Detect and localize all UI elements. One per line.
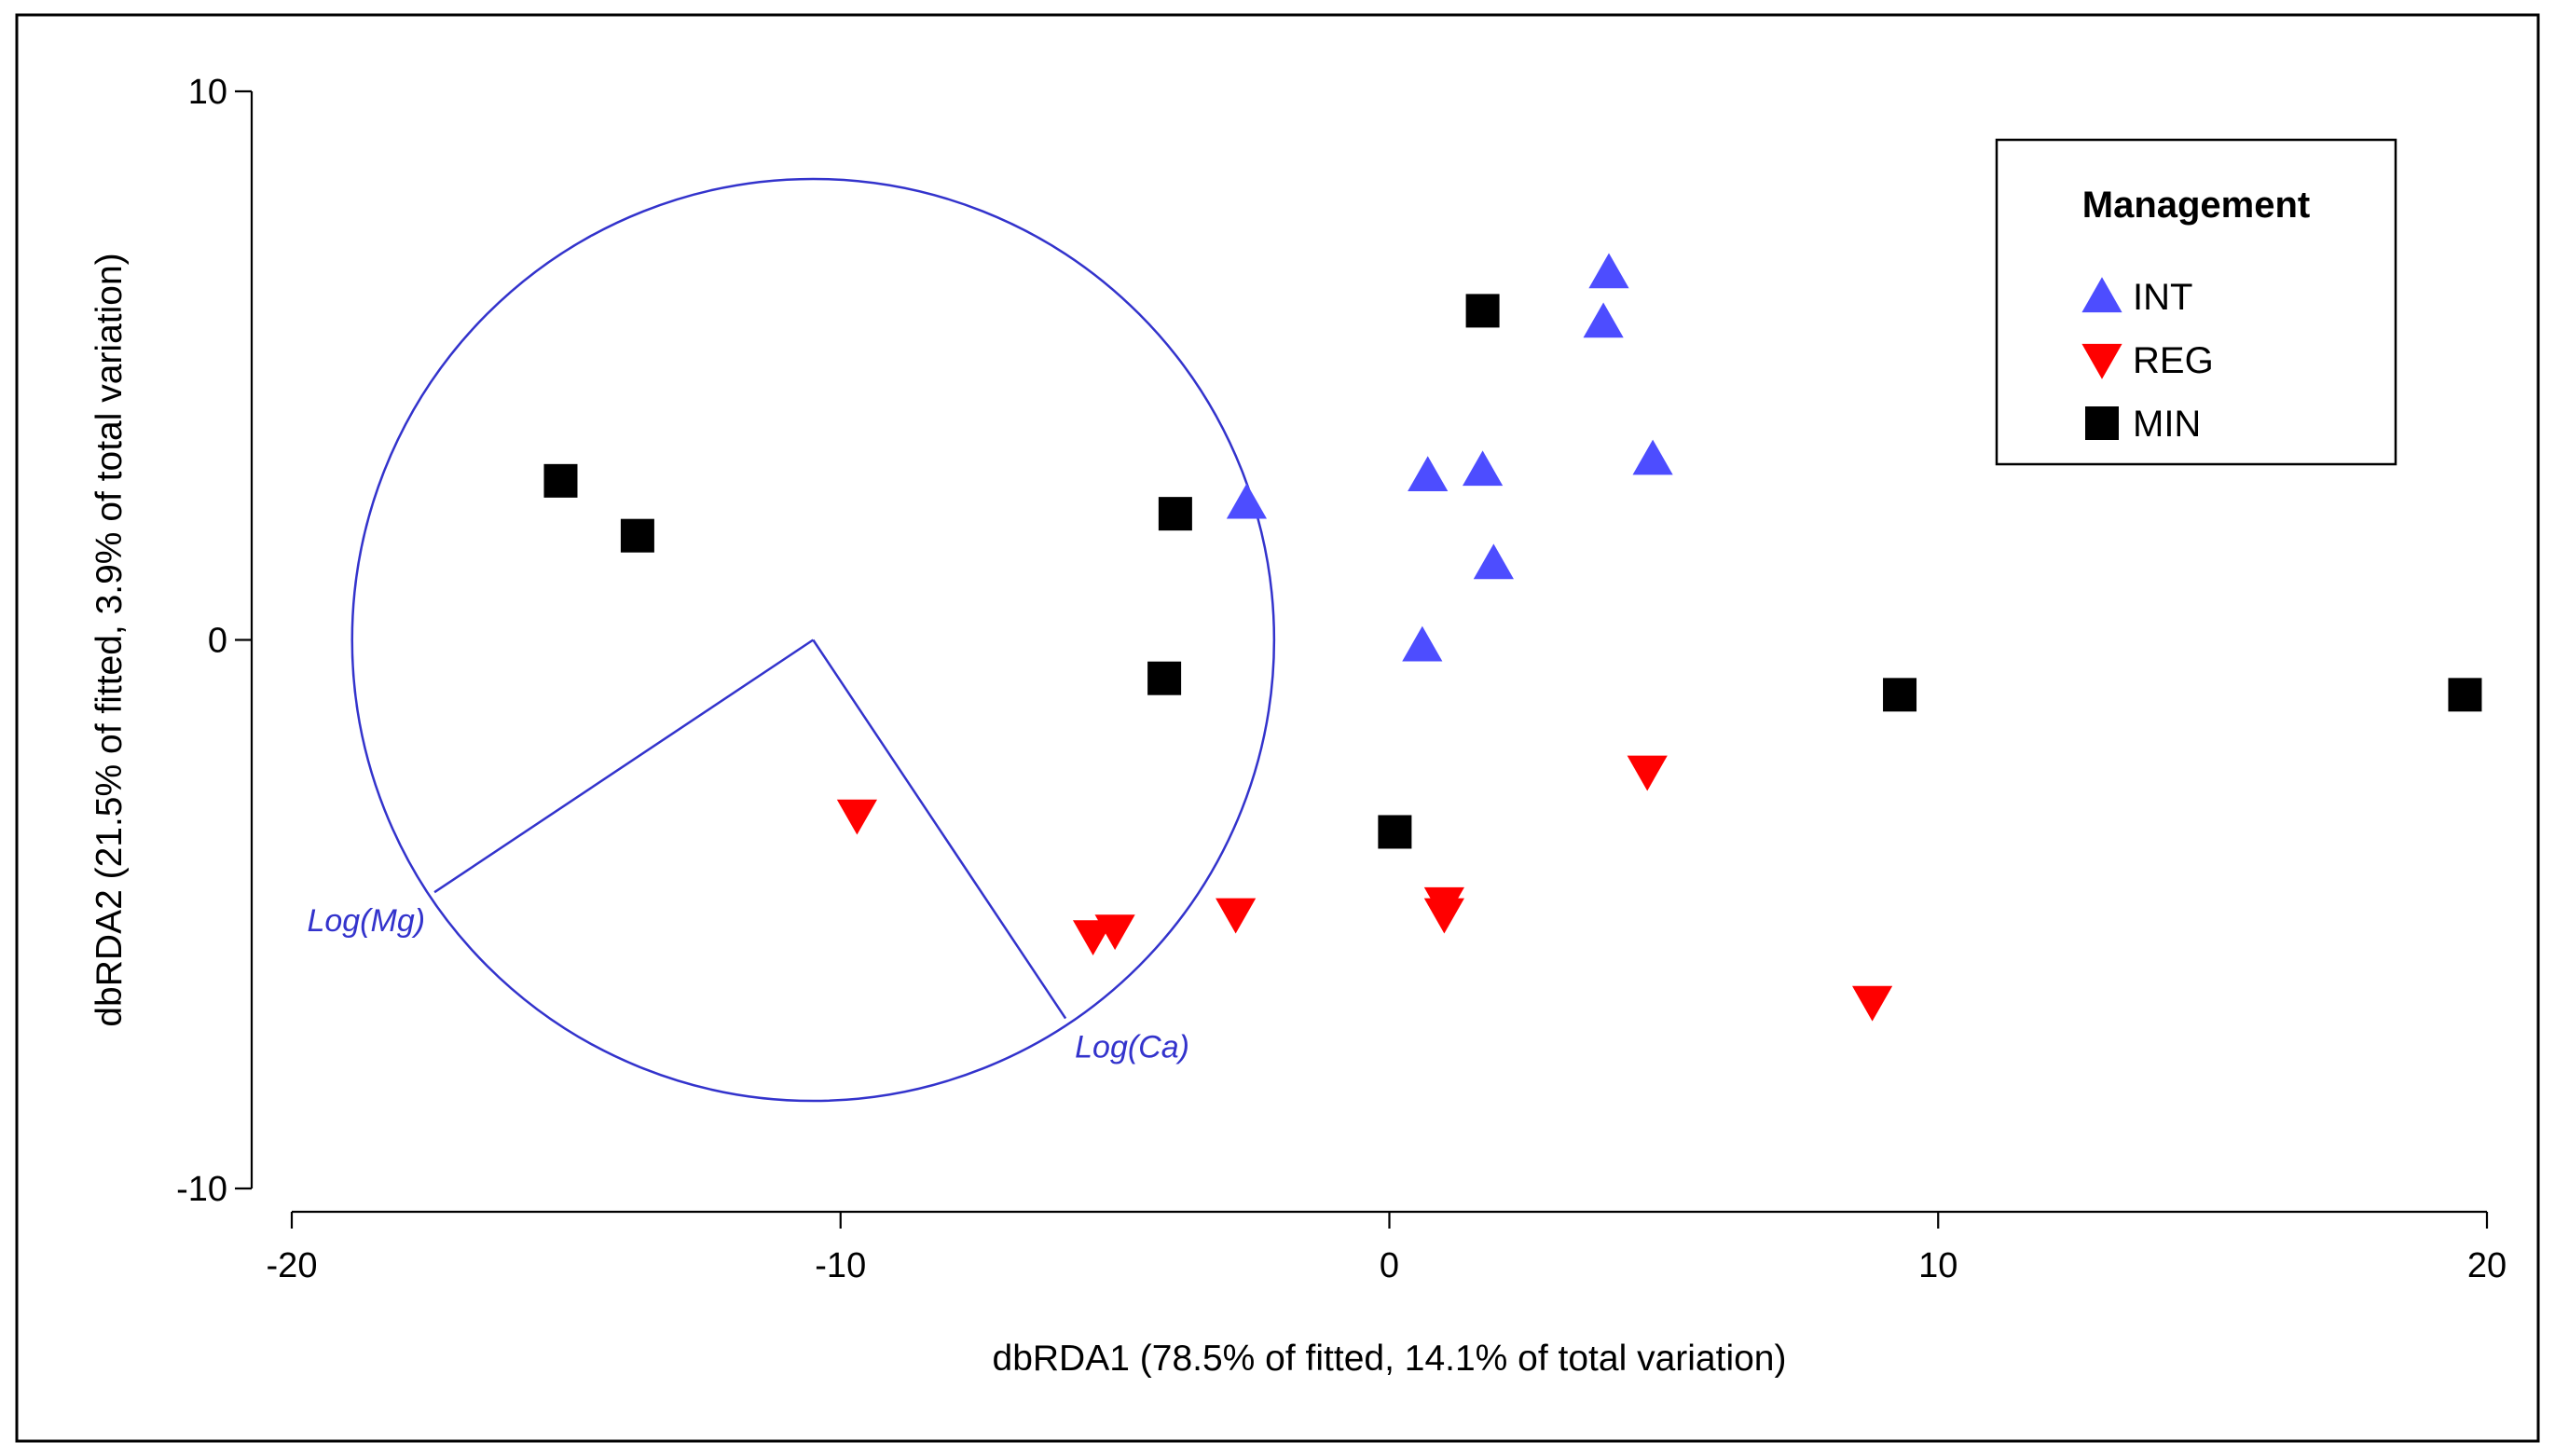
point-reg [836,799,878,835]
legend-marker-reg [2081,343,2122,379]
y-axis-label: dbRDA2 (21.5% of fitted, 3.9% of total v… [89,253,130,1026]
legend-entries: INT REG MIN [2081,277,2214,445]
point-int [1473,543,1514,580]
vector-overlay: Log(Mg) Log(Ca) [307,177,1276,1103]
point-min [1883,678,1917,712]
legend-box [1995,138,2397,466]
point-int [1408,456,1449,492]
data-points [543,253,2482,1022]
legend-label-reg: REG [2133,340,2214,381]
x-tick-label: 20 [2467,1246,2507,1285]
legend: Management INT REG MIN [1995,138,2397,466]
legend-marker-int [2081,277,2122,313]
point-reg [1216,898,1257,934]
x-tick-label: -20 [267,1246,318,1285]
vector-label: Log(Mg) [307,903,425,939]
point-int [1632,439,1673,475]
y-tick-label: 0 [208,622,227,661]
point-int [1226,483,1268,519]
axes: 10 0 -10 -20 -10 0 10 20 [176,73,2507,1285]
correlation-circle [350,177,1276,1103]
point-min [620,518,654,553]
point-reg [1423,898,1464,934]
legend-marker-min [2085,406,2119,440]
point-int [1588,253,1629,289]
point-min [1158,497,1192,531]
vector-line [433,639,815,894]
y-tick-label: 10 [188,73,227,112]
x-tick-label: -10 [815,1246,866,1285]
point-reg [1627,755,1668,791]
point-int [1462,450,1504,487]
point-int [1402,625,1443,662]
point-int [1583,302,1624,338]
legend-label-int: INT [2133,277,2192,318]
point-reg [1852,985,1893,1022]
legend-title: Management [2082,185,2311,226]
point-min [1378,815,1412,849]
y-tick-label: -10 [176,1170,227,1209]
point-min [1465,294,1500,328]
x-tick-label: 0 [1380,1246,1399,1285]
point-min [1147,661,1182,695]
vector-line [812,639,1067,1020]
vector-label: Log(Ca) [1075,1030,1189,1065]
point-reg [1094,914,1135,951]
x-axis-label: dbRDA1 (78.5% of fitted, 14.1% of total … [993,1339,1787,1379]
x-tick-label: 10 [1918,1246,1957,1285]
legend-label-min: MIN [2133,404,2201,445]
point-min [2448,678,2482,712]
point-min [543,463,578,498]
